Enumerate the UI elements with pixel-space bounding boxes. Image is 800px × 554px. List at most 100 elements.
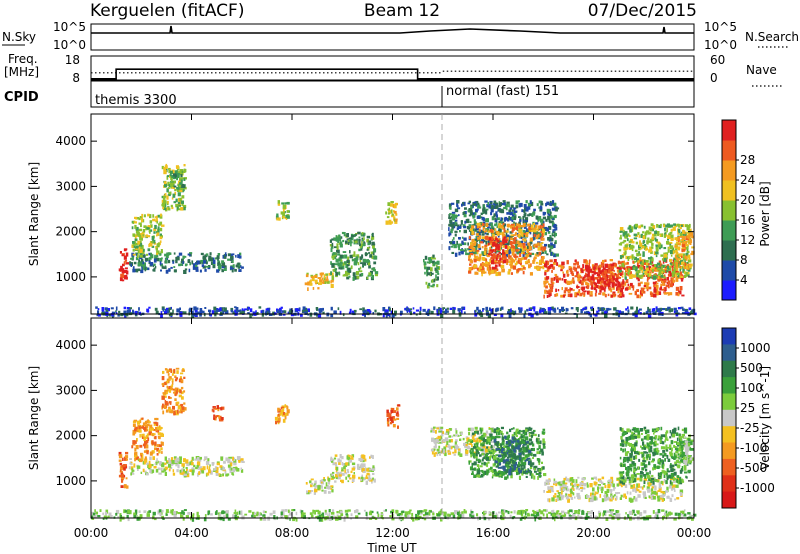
- data-cell: [164, 395, 167, 398]
- data-cell: [529, 231, 532, 235]
- data-cell: [139, 444, 143, 448]
- data-cell: [508, 216, 510, 221]
- data-cell: [438, 445, 441, 449]
- data-cell: [335, 462, 337, 465]
- data-cell: [638, 308, 642, 311]
- data-cell: [550, 220, 554, 223]
- data-cell: [514, 222, 517, 225]
- data-cell: [159, 461, 162, 465]
- data-cell: [535, 231, 538, 234]
- data-cell: [149, 468, 152, 473]
- data-cell: [331, 263, 335, 268]
- data-cell: [139, 419, 142, 423]
- data-cell: [282, 204, 286, 209]
- data-cell: [667, 235, 671, 239]
- data-cell: [372, 269, 376, 272]
- data-cell: [175, 367, 180, 370]
- data-cell: [135, 229, 139, 234]
- data-cell: [539, 233, 543, 237]
- data-cell: [683, 266, 687, 270]
- data-cell: [143, 443, 146, 446]
- data-cell: [489, 229, 493, 232]
- data-cell: [620, 311, 624, 315]
- data-cell: [145, 473, 149, 476]
- data-cell: [583, 259, 587, 263]
- data-cell: [164, 368, 168, 371]
- data-cell: [629, 228, 632, 233]
- data-cell: [170, 457, 174, 462]
- data-cell: [484, 246, 487, 248]
- data-cell: [304, 282, 308, 286]
- data-cell: [163, 266, 167, 269]
- data-cell: [520, 240, 524, 245]
- data-cell: [393, 204, 397, 209]
- data-cell: [619, 230, 623, 233]
- data-cell: [145, 435, 148, 439]
- data-cell: [161, 202, 166, 206]
- data-cell: [532, 260, 535, 264]
- data-cell: [484, 448, 488, 453]
- data-cell: [485, 430, 489, 434]
- data-cell: [165, 401, 168, 405]
- data-cell: [307, 287, 309, 291]
- data-cell: [366, 248, 369, 251]
- data-cell: [544, 250, 547, 254]
- data-cell: [295, 308, 299, 312]
- data-cell: [457, 448, 461, 451]
- data-cell: [526, 248, 529, 253]
- data-cell: [167, 387, 171, 392]
- data-cell: [191, 468, 195, 473]
- data-cell: [649, 268, 652, 270]
- data-cell: [682, 264, 685, 268]
- data-cell: [181, 195, 185, 199]
- data-cell: [143, 426, 147, 431]
- data-cell: [448, 428, 452, 431]
- data-cell: [161, 395, 165, 400]
- data-cell: [221, 406, 225, 410]
- data-cell: [227, 258, 230, 261]
- data-cell: [596, 310, 599, 314]
- data-cell: [471, 435, 475, 439]
- data-cell: [161, 464, 165, 468]
- data-cell: [495, 237, 498, 241]
- data-cell: [677, 307, 682, 310]
- data-cell: [618, 243, 623, 246]
- data-cell: [500, 253, 503, 256]
- data-cell: [599, 307, 602, 311]
- data-cell: [637, 269, 641, 274]
- data-cell: [623, 264, 625, 268]
- data-cell: [624, 272, 626, 277]
- data-cell: [139, 216, 143, 219]
- data-cell: [562, 273, 566, 278]
- data-cell: [173, 269, 177, 273]
- data-cell: [446, 307, 449, 310]
- data-cell: [548, 283, 550, 285]
- data-cell: [634, 313, 638, 318]
- data-cell: [555, 227, 558, 231]
- data-cell: [176, 309, 179, 313]
- data-cell: [123, 467, 126, 471]
- data-cell: [139, 249, 143, 254]
- data-cell: [115, 310, 117, 313]
- data-cell: [350, 236, 354, 241]
- data-cell: [146, 450, 149, 455]
- data-cell: [436, 264, 438, 267]
- data-cell: [546, 227, 549, 232]
- data-cell: [647, 282, 650, 285]
- data-cell: [437, 435, 441, 439]
- data-cell: [481, 262, 486, 267]
- data-cell: [660, 254, 664, 257]
- data-cell: [522, 229, 526, 234]
- data-cell: [179, 469, 182, 474]
- data-cell: [624, 244, 628, 248]
- data-cell: [485, 208, 489, 211]
- data-cell: [176, 206, 179, 210]
- data-cell: [158, 449, 161, 454]
- data-cell: [572, 277, 575, 282]
- data-cell: [633, 237, 638, 240]
- data-cell: [461, 203, 463, 207]
- data-cell: [206, 472, 210, 476]
- data-cell: [349, 241, 353, 244]
- data-cell: [675, 310, 678, 313]
- data-cell: [346, 274, 349, 277]
